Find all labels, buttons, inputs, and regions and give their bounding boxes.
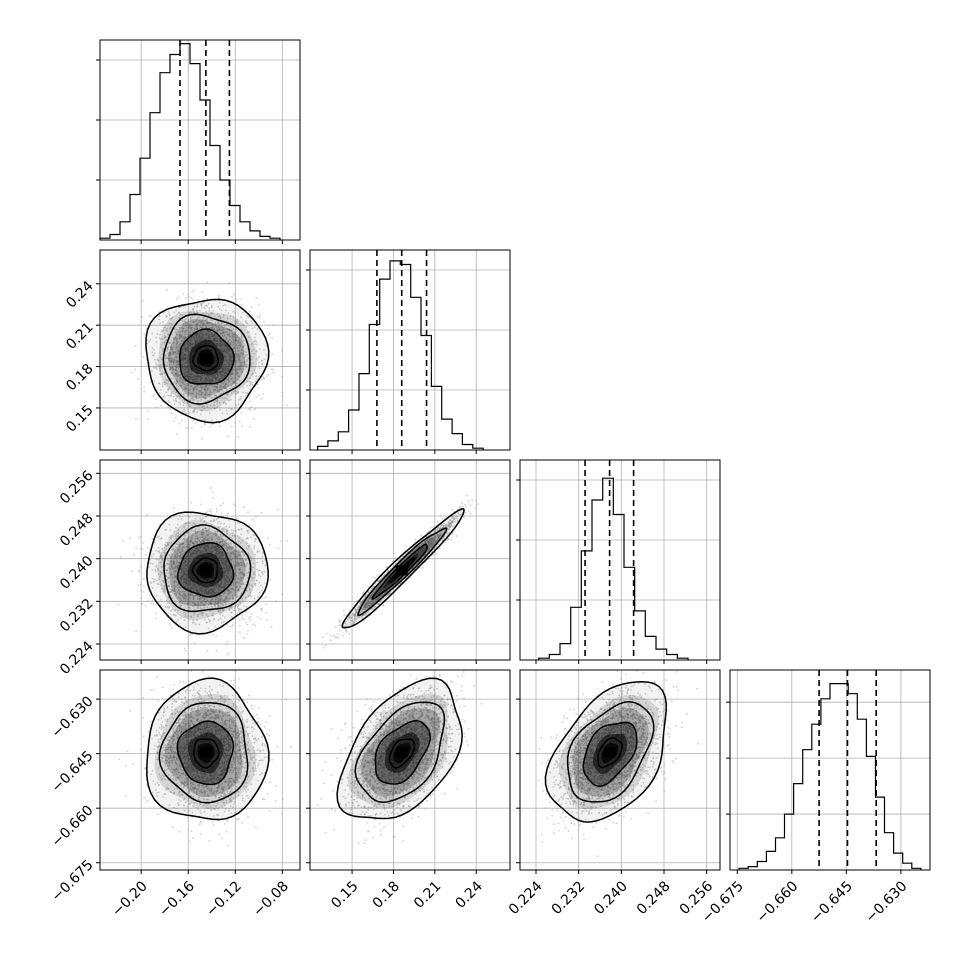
pair-frame-2-0: [99, 459, 301, 661]
histogram-0: [99, 43, 281, 240]
pair-frame-3-0: [99, 669, 301, 871]
pair-panel-3-1: [306, 669, 511, 874]
ytick-label-3-0: −0.675: [49, 857, 97, 905]
histogram-3: [738, 683, 922, 870]
hist-frame-3: [729, 669, 931, 871]
hist-panel-0: [96, 39, 301, 244]
contour-2-1-1: [357, 527, 448, 617]
xtick-label-3-3: −0.630: [863, 878, 911, 926]
hist-frame-1: [309, 249, 511, 451]
xtick-label-1-2: 0.21: [411, 878, 444, 911]
xtick-label-2-0: 0.224: [506, 878, 546, 918]
contour-2-0-0: [146, 511, 269, 635]
contour-3-0-0: [146, 677, 270, 821]
pair-panel-1-0: [96, 249, 301, 454]
xtick-label-0-2: −0.12: [203, 878, 245, 920]
ytick-label-1-2: 0.21: [63, 320, 96, 353]
contour-3-2-2: [582, 721, 638, 787]
contour-3-1-2: [374, 719, 431, 785]
ytick-label-2-1: 0.232: [57, 596, 97, 636]
density-peak-3-2: [603, 747, 616, 758]
contour-3-0-1: [158, 702, 249, 804]
density-peak-3-1: [395, 747, 408, 758]
histogram-2: [538, 477, 689, 660]
ytick-label-2-4: 0.256: [57, 468, 97, 508]
pair-panel-2-0: [96, 459, 301, 664]
hist-panel-2: [516, 459, 721, 664]
pair-panel-3-0: [96, 669, 301, 874]
xtick-label-0-1: −0.16: [156, 878, 198, 920]
ytick-label-1-0: 0.15: [63, 402, 96, 435]
xtick-label-1-1: 0.18: [370, 878, 403, 911]
contour-3-2-1: [566, 701, 655, 803]
ytick-label-2-2: 0.240: [57, 553, 97, 593]
density-peak-1-0: [199, 353, 212, 364]
contour-2-1-2: [371, 543, 428, 600]
contour-3-1-0: [336, 677, 463, 820]
contour-3-2-3: [597, 737, 623, 769]
hist-frame-0: [99, 39, 301, 241]
contour-3-0-3: [193, 738, 220, 769]
ytick-label-2-0: 0.224: [57, 638, 97, 678]
xtick-label-0-3: −0.08: [250, 878, 292, 920]
contour-3-0-2: [176, 720, 235, 786]
density-peak-2-1: [395, 565, 408, 576]
hist-frame-2: [519, 459, 721, 661]
contour-3-1-1: [354, 701, 446, 804]
pair-panel-2-1: [306, 459, 511, 664]
xtick-label-2-2: 0.240: [591, 878, 631, 918]
contour-1-0-0: [145, 298, 270, 424]
pair-frame-3-1: [309, 669, 511, 871]
pair-frame-2-1: [309, 459, 511, 661]
contour-3-2-0: [544, 680, 667, 823]
contour-2-1-3: [388, 556, 416, 583]
contour-3-1-3: [388, 738, 416, 769]
pair-frame-3-2: [519, 669, 721, 871]
xtick-label-2-1: 0.232: [549, 878, 589, 918]
pair-frame-1-0: [99, 249, 301, 451]
ytick-label-1-3: 0.24: [63, 278, 96, 311]
hist-panel-1: [306, 249, 511, 454]
contour-2-0-1: [163, 524, 252, 613]
density-peak-3-0: [199, 747, 212, 758]
xtick-label-0-0: −0.20: [109, 878, 151, 920]
xtick-label-3-2: −0.645: [808, 878, 856, 926]
xtick-label-2-3: 0.248: [634, 878, 674, 918]
contour-1-0-1: [162, 313, 251, 405]
ytick-label-1-1: 0.18: [63, 361, 96, 394]
contour-2-1-0: [341, 507, 465, 629]
xtick-label-1-3: 0.24: [452, 878, 485, 911]
ytick-label-3-1: −0.660: [49, 803, 97, 851]
xtick-label-1-0: 0.15: [328, 878, 361, 911]
contour-1-0-3: [192, 344, 220, 372]
ytick-label-3-2: −0.645: [49, 748, 97, 796]
ytick-label-2-3: 0.248: [57, 510, 97, 550]
density-peak-2-0: [199, 565, 212, 576]
ytick-label-3-3: −0.630: [49, 693, 97, 741]
contour-1-0-2: [179, 328, 235, 385]
histogram-1: [317, 260, 484, 450]
contour-2-0-3: [191, 557, 219, 584]
pair-panel-3-2: [516, 669, 721, 874]
xtick-label-3-1: −0.660: [753, 878, 801, 926]
contour-2-0-2: [177, 542, 235, 598]
hist-panel-3: [726, 669, 931, 874]
